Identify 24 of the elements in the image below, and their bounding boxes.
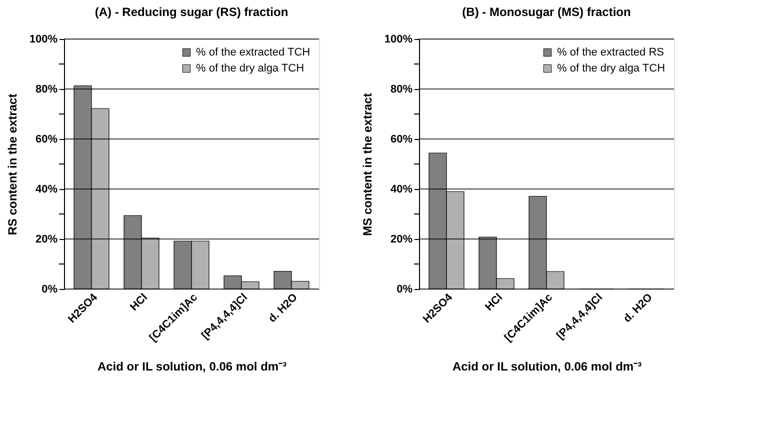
- legend-label: % of the dry alga TCH: [557, 62, 666, 74]
- y-tick-label: 0%: [396, 284, 413, 296]
- chart-title: (A) - Reducing sugar (RS) fraction: [94, 5, 288, 19]
- y-tick-label: 100%: [29, 34, 58, 46]
- x-axis-title: Acid or IL solution, 0.06 mol dm⁻³: [97, 359, 287, 374]
- y-axis-title: MS content in the extract: [360, 93, 374, 236]
- y-axis-title: RS content in the extract: [5, 94, 20, 236]
- y-tick-label: 20%: [390, 234, 413, 246]
- x-axis-title: Acid or IL solution, 0.06 mol dm⁻³: [452, 359, 642, 374]
- y-tick-label: 40%: [35, 184, 58, 196]
- legend-label: % of the dry alga TCH: [196, 62, 304, 74]
- y-tick-label: 60%: [390, 134, 413, 146]
- y-tick-label: 80%: [390, 84, 413, 96]
- y-tick-label: 40%: [390, 184, 413, 196]
- chart-title: (B) - Monosugar (MS) fraction: [462, 5, 631, 19]
- x-tick-label: HCl: [483, 292, 505, 314]
- legend-label: % of the extracted TCH: [196, 46, 310, 58]
- x-tick-label: HCl: [128, 292, 150, 314]
- legend-label: % of the extracted RS: [557, 46, 664, 58]
- y-tick-label: 60%: [35, 134, 58, 146]
- y-tick-label: 0%: [42, 284, 58, 296]
- y-tick-label: 20%: [35, 234, 58, 246]
- y-tick-label: 80%: [35, 84, 58, 96]
- y-tick-label: 100%: [384, 34, 413, 46]
